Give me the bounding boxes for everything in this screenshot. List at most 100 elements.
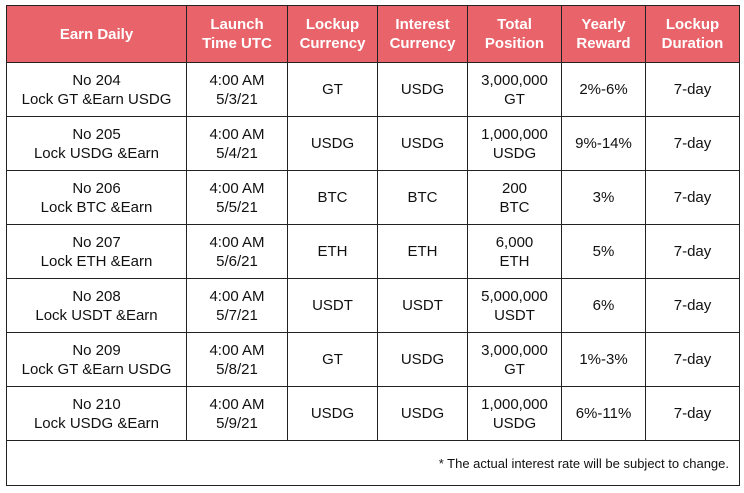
total-position-cell: 5,000,000 USDT [467, 278, 562, 333]
product-name-cell: No 205 Lock USDG &Earn [6, 116, 187, 171]
header-label-line2: Reward [576, 35, 631, 52]
total-position-cell: 6,000 ETH [467, 224, 562, 279]
lockup-currency-cell: USDG [287, 386, 378, 441]
total-position-cell-text: ETH [499, 252, 530, 270]
interest-currency-cell-text: ETH [407, 243, 438, 260]
header-label-line2: Time UTC [202, 35, 272, 52]
header-interest-currency: Interest Currency [377, 5, 468, 63]
header-label-line1: Yearly [581, 16, 626, 33]
total-position-cell-text: 3,000,000 [481, 341, 548, 359]
lockup-currency-cell-text: GT [322, 81, 343, 98]
table-row: No 207 Lock ETH &Earn 4:00 AM 5/6/21 ETH ETH 6… [6, 224, 740, 279]
lockup-currency-cell: GT [287, 62, 378, 117]
total-position-cell-text: 1,000,000 [481, 125, 548, 143]
header-earn-daily: Earn Daily [6, 5, 187, 63]
launch-time-cell-text: 5/7/21 [216, 306, 258, 324]
header-lockup-duration: Lockup Duration [645, 5, 740, 63]
total-position-cell-text: USDT [494, 306, 535, 324]
product-name-cell-text: Lock ETH &Earn [40, 252, 153, 270]
header-label-line1: Total [497, 16, 532, 33]
interest-currency-cell-text: USDG [400, 405, 445, 422]
total-position-cell-text: BTC [499, 198, 530, 216]
yearly-reward-cell-text: 1%-3% [579, 351, 628, 368]
lockup-currency-cell-text: USDG [310, 135, 355, 152]
interest-currency-cell-text: USDG [400, 81, 445, 98]
launch-time-cell: 4:00 AM 5/4/21 [186, 116, 288, 171]
lockup-currency-cell: GT [287, 332, 378, 387]
launch-time-cell: 4:00 AM 5/6/21 [186, 224, 288, 279]
yearly-reward-cell: 3% [561, 170, 646, 225]
footnote: * The actual interest rate will be subje… [6, 440, 740, 486]
product-name-cell-text: No 205 [72, 125, 121, 143]
lockup-duration-cell: 7-day [645, 116, 740, 171]
lockup-duration-cell-text: 7-day [673, 405, 712, 422]
table-header: Earn Daily Launch Time UTC Lockup Currency In… [6, 5, 740, 63]
interest-currency-cell: USDG [377, 386, 468, 441]
lockup-currency-cell: USDG [287, 116, 378, 171]
interest-currency-cell: ETH [377, 224, 468, 279]
yearly-reward-cell: 6%-11% [561, 386, 646, 441]
yearly-reward-cell: 2%-6% [561, 62, 646, 117]
interest-currency-cell: USDG [377, 62, 468, 117]
header-label-line1: Earn Daily [59, 25, 134, 43]
product-name-cell-text: No 209 [72, 341, 121, 359]
product-name-cell: No 209 Lock GT &Earn USDG [6, 332, 187, 387]
product-name-cell-text: Lock BTC &Earn [40, 198, 153, 216]
total-position-cell-text: USDG [492, 144, 537, 162]
footnote-row: * The actual interest rate will be subje… [6, 440, 740, 486]
total-position-cell-text: 6,000 [495, 233, 534, 251]
header-label-line2: Currency [299, 35, 366, 52]
product-name-cell-text: Lock GT &Earn USDG [21, 360, 172, 378]
table-row: No 204 Lock GT &Earn USDG 4:00 AM 5/3/21 GT U… [6, 62, 740, 117]
total-position-cell: 1,000,000 USDG [467, 116, 562, 171]
product-name-cell-text: No 207 [72, 233, 121, 251]
launch-time-cell-text: 5/8/21 [216, 360, 258, 378]
lockup-currency-cell-text: USDG [310, 405, 355, 422]
lockup-duration-cell: 7-day [645, 332, 740, 387]
product-name-cell: No 210 Lock USDG &Earn [6, 386, 187, 441]
interest-currency-cell: USDG [377, 116, 468, 171]
table-row: No 210 Lock USDG &Earn 4:00 AM 5/9/21 USDG US… [6, 386, 740, 441]
product-name-cell-text: No 210 [72, 395, 121, 413]
earn-daily-table-frame: Earn Daily Launch Time UTC Lockup Currency In… [6, 5, 740, 487]
launch-time-cell-text: 5/9/21 [216, 414, 258, 432]
header-total-position: Total Position [467, 5, 562, 63]
product-name-cell: No 206 Lock BTC &Earn [6, 170, 187, 225]
product-name-cell: No 208 Lock USDT &Earn [6, 278, 187, 333]
interest-currency-cell: USDT [377, 278, 468, 333]
lockup-currency-cell: USDT [287, 278, 378, 333]
launch-time-cell-text: 4:00 AM [209, 395, 265, 413]
product-name-cell-text: No 208 [72, 287, 121, 305]
yearly-reward-cell-text: 5% [592, 243, 615, 260]
header-label-line1: Interest [395, 16, 450, 33]
interest-currency-cell: USDG [377, 332, 468, 387]
header-label-line1: Lockup [305, 16, 360, 33]
lockup-duration-cell-text: 7-day [673, 243, 712, 260]
lockup-currency-cell: BTC [287, 170, 378, 225]
table-row: No 208 Lock USDT &Earn 4:00 AM 5/7/21 USDT US… [6, 278, 740, 333]
launch-time-cell-text: 4:00 AM [209, 125, 265, 143]
table-body: No 204 Lock GT &Earn USDG 4:00 AM 5/3/21 GT U… [6, 62, 740, 441]
lockup-duration-cell: 7-day [645, 278, 740, 333]
yearly-reward-cell: 1%-3% [561, 332, 646, 387]
table-row: No 205 Lock USDG &Earn 4:00 AM 5/4/21 USDG US… [6, 116, 740, 171]
yearly-reward-cell-text: 9%-14% [575, 135, 632, 152]
launch-time-cell: 4:00 AM 5/7/21 [186, 278, 288, 333]
product-name-cell-text: Lock USDG &Earn [33, 144, 160, 162]
launch-time-cell: 4:00 AM 5/3/21 [186, 62, 288, 117]
launch-time-cell-text: 5/3/21 [216, 90, 258, 108]
table-row: No 206 Lock BTC &Earn 4:00 AM 5/5/21 BTC BTC 2… [6, 170, 740, 225]
product-name-cell-text: Lock USDT &Earn [35, 306, 158, 324]
yearly-reward-cell-text: 6%-11% [575, 405, 632, 422]
interest-currency-cell-text: USDG [400, 351, 445, 368]
lockup-duration-cell: 7-day [645, 386, 740, 441]
yearly-reward-cell: 9%-14% [561, 116, 646, 171]
launch-time-cell: 4:00 AM 5/5/21 [186, 170, 288, 225]
yearly-reward-cell-text: 3% [592, 189, 615, 206]
launch-time-cell-text: 5/5/21 [216, 198, 258, 216]
header-row: Earn Daily Launch Time UTC Lockup Currency In… [6, 5, 740, 63]
total-position-cell-text: GT [504, 360, 525, 378]
lockup-duration-cell-text: 7-day [673, 351, 712, 368]
yearly-reward-cell: 5% [561, 224, 646, 279]
header-lockup-currency: Lockup Currency [287, 5, 378, 63]
